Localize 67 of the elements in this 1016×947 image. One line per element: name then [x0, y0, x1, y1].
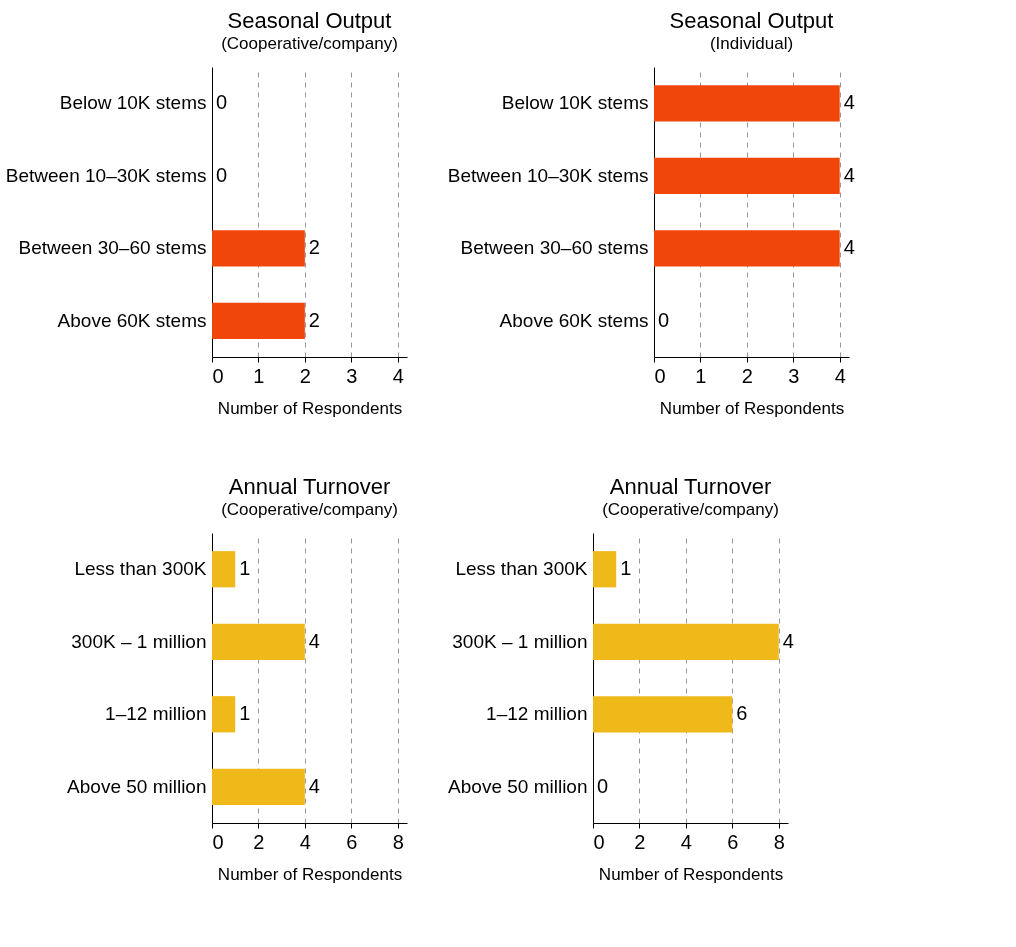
x-tick-label: 3: [346, 364, 358, 387]
x-tick-label: 2: [741, 364, 753, 387]
x-axis-title: Number of Respondents: [598, 864, 784, 884]
y-tick-label: Below 10K stems: [59, 92, 207, 114]
y-tick-label: Between 30–60 stems: [18, 237, 207, 259]
x-tick-label: 1: [253, 364, 265, 387]
chart-title: Seasonal Output: [227, 8, 392, 33]
data-label: 0: [597, 774, 609, 797]
x-tick-label: 0: [593, 830, 605, 853]
y-tick-label: Between 30–60 stems: [460, 237, 649, 259]
y-tick-label: Above 60K stems: [57, 309, 207, 331]
y-tick-label: Above 50 million: [67, 775, 207, 797]
x-tick-label: 0: [212, 364, 224, 387]
y-tick-label: 300K – 1 million: [71, 630, 207, 652]
x-tick-label: 4: [680, 830, 692, 853]
data-label: 1: [239, 702, 251, 725]
x-tick-label: 0: [212, 830, 224, 853]
x-axis-title: Number of Respondents: [217, 398, 403, 418]
data-label: 1: [239, 557, 251, 580]
y-tick-label: Less than 300K: [455, 558, 588, 580]
bar: [593, 623, 779, 660]
y-tick-label: Above 50 million: [448, 775, 588, 797]
x-axis-title: Number of Respondents: [217, 864, 403, 884]
data-label: 2: [308, 308, 320, 331]
chart-subtitle: (Cooperative/company): [221, 34, 398, 53]
x-tick-label: 2: [634, 830, 646, 853]
data-label: 4: [843, 236, 855, 259]
x-tick-label: 3: [788, 364, 800, 387]
x-tick-label: 0: [654, 364, 666, 387]
y-tick-label: Above 60K stems: [499, 309, 649, 331]
chart-subtitle: (Cooperative/company): [602, 500, 779, 519]
data-label: 0: [658, 308, 670, 331]
chart-title: Seasonal Output: [669, 8, 834, 33]
bar: [593, 696, 733, 733]
chart-title: Annual Turnover: [228, 474, 391, 499]
x-tick-label: 4: [299, 830, 311, 853]
data-label: 2: [308, 236, 320, 259]
data-label: 1: [620, 557, 632, 580]
data-label: 4: [308, 629, 320, 652]
x-tick-label: 2: [253, 830, 265, 853]
bar: [593, 551, 617, 588]
data-label: 4: [843, 163, 855, 186]
chart-subtitle: (Individual): [709, 34, 794, 53]
x-tick-label: 6: [727, 830, 739, 853]
data-label: 0: [216, 91, 228, 114]
y-tick-label: Less than 300K: [74, 558, 207, 580]
x-tick-label: 8: [392, 830, 404, 853]
y-tick-label: 1–12 million: [486, 703, 588, 725]
x-tick-label: 2: [299, 364, 311, 387]
data-label: 6: [736, 702, 748, 725]
data-label: 0: [216, 163, 228, 186]
y-tick-label: Below 10K stems: [501, 92, 649, 114]
x-tick-label: 6: [346, 830, 358, 853]
chart-subtitle: (Cooperative/company): [221, 500, 398, 519]
data-label: 4: [843, 91, 855, 114]
x-tick-label: 4: [834, 364, 846, 387]
y-tick-label: Between 10–30K stems: [447, 164, 649, 186]
x-tick-label: 8: [773, 830, 785, 853]
x-axis-title: Number of Respondents: [659, 398, 845, 418]
annotation: 4: [782, 629, 794, 652]
y-tick-label: 300K – 1 million: [452, 630, 588, 652]
y-tick-label: 1–12 million: [105, 703, 207, 725]
x-tick-label: 1: [695, 364, 707, 387]
chart-title: Annual Turnover: [609, 474, 772, 499]
x-tick-label: 4: [392, 364, 404, 387]
data-label: 4: [308, 774, 320, 797]
y-tick-label: Between 10–30K stems: [5, 164, 207, 186]
